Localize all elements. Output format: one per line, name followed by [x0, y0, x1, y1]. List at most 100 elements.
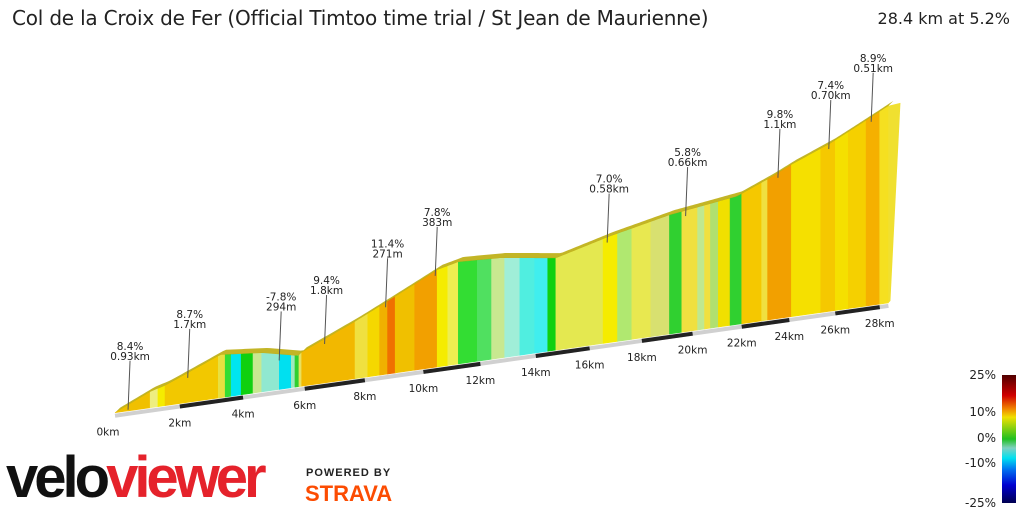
legend-label-10: 10% — [969, 405, 996, 419]
x-tick-label: 24km — [774, 331, 804, 343]
gradient-segment — [217, 354, 226, 399]
climb-annotations: 8.4%0.93km 8.7%1.7km -7.8%294m 9.4%1.8km 11.… — [110, 53, 893, 410]
x-tick-label: 8km — [353, 391, 376, 403]
x-tick-label: 20km — [678, 345, 708, 357]
gradient-segment — [710, 201, 719, 329]
gradient-segment — [354, 313, 369, 379]
gradient-segments — [114, 102, 901, 414]
annotation-leader-line — [127, 360, 131, 410]
gradient-segment — [504, 257, 521, 358]
gradient-segment — [519, 257, 535, 356]
annotation-leader-line — [324, 294, 328, 345]
x-tick-label: 14km — [521, 367, 551, 379]
gradient-segment — [458, 259, 478, 365]
profile-top-surface — [115, 100, 894, 413]
route-title: Col de la Croix de Fer (Official Timtoo … — [12, 6, 709, 30]
gradient-segment — [447, 261, 459, 366]
gradient-segment — [767, 164, 792, 321]
gradient-segment — [291, 354, 296, 389]
annotation-gradient: 9.4% — [313, 275, 340, 287]
annotation-leader-line — [685, 167, 689, 217]
annotation-length: 294m — [266, 301, 296, 313]
gradient-legend-bar — [1002, 375, 1016, 503]
gradient-segment — [476, 258, 492, 362]
baseline-km-band — [304, 378, 366, 391]
baseline-km-band — [741, 317, 790, 329]
annotation-gradient: 11.4% — [371, 238, 404, 250]
annotation-gradient: 9.8% — [767, 109, 794, 121]
gradient-segment — [387, 295, 396, 375]
gradient-segment — [650, 214, 670, 337]
x-tick-label: 0km — [97, 427, 120, 439]
gradient-segment — [631, 221, 652, 340]
profile-top-edge — [115, 100, 894, 413]
gradient-segment — [279, 353, 292, 390]
gradient-segment — [835, 131, 849, 311]
annotation-leader-line — [777, 128, 781, 178]
gradient-segment — [741, 182, 762, 325]
annotation-leader-line — [278, 311, 282, 361]
powered-by-label: POWERED BY — [306, 467, 392, 479]
strava-logo[interactable]: STRAVA — [305, 481, 393, 506]
gradient-segment — [149, 388, 159, 409]
annotation-length: 0.66km — [668, 157, 708, 169]
profile-end-face — [888, 102, 901, 303]
gradient-segment — [367, 305, 380, 378]
baseline-km-band — [179, 395, 244, 409]
annotation-length: 0.93km — [110, 351, 150, 363]
annotation-gradient: 5.8% — [674, 147, 701, 159]
annotation-leader-line — [606, 193, 610, 243]
annotation-length: 1.7km — [173, 319, 206, 331]
baseline-km-band — [835, 305, 881, 316]
gradient-segment — [414, 269, 438, 371]
annotation-length: 0.51km — [853, 63, 893, 75]
annotation-length: 0.70km — [811, 90, 851, 102]
gradient-segment — [294, 354, 300, 388]
gradient-segment — [261, 352, 280, 393]
annotation-gradient: 8.7% — [176, 309, 203, 321]
x-tick-label: 6km — [293, 400, 316, 412]
gradient-segment — [848, 119, 867, 309]
gradient-segment — [602, 233, 618, 344]
annotation-leader-line — [187, 328, 191, 378]
annotation-leader-line — [870, 72, 874, 122]
route-summary: 28.4 km at 5.2% — [877, 9, 1010, 28]
gradient-segment — [230, 353, 242, 397]
annotation-gradient: 7.4% — [817, 80, 844, 92]
gradient-segment — [761, 178, 768, 322]
annotation-length: 1.1km — [763, 119, 796, 131]
legend-label-25: 25% — [969, 368, 996, 382]
gradient-segment — [718, 197, 731, 328]
veloviewer-logo[interactable]: veloviewer — [6, 445, 267, 510]
gradient-segment — [879, 105, 889, 305]
annotation-length: 383m — [422, 217, 452, 229]
gradient-segment — [669, 211, 683, 335]
baseline-km-band — [641, 331, 693, 343]
legend-label-0: 0% — [976, 431, 996, 445]
legend-label-minus25: -25% — [964, 496, 996, 510]
x-tick-label: 22km — [727, 338, 757, 350]
baseline-km-band — [535, 346, 590, 358]
annotation-gradient: 8.9% — [860, 53, 887, 65]
legend-label-minus10: -10% — [964, 456, 996, 470]
gradient-segment — [379, 300, 388, 376]
gradient-segment — [865, 110, 881, 307]
gradient-segment — [729, 193, 743, 326]
x-tick-label: 12km — [466, 375, 496, 387]
gradient-segment — [704, 203, 711, 330]
gradient-segment — [820, 139, 836, 313]
gradient-segment — [394, 283, 416, 374]
gradient-segment — [224, 354, 232, 398]
annotation-gradient: 8.4% — [117, 341, 144, 353]
annotation-length: 0.58km — [589, 184, 629, 196]
gradient-segment — [491, 257, 505, 360]
annotation-leader-line — [385, 258, 389, 308]
x-tick-label: 16km — [575, 359, 605, 371]
annotation-leader-line — [434, 226, 438, 276]
x-tick-label: 26km — [820, 324, 850, 336]
x-tick-label: 28km — [865, 318, 895, 330]
distance-axis: 0km 2km 4km 6km 8km 10km 12km 14km 16km 18km 20km 2… — [97, 303, 895, 439]
x-tick-label: 10km — [409, 383, 439, 395]
x-tick-label: 18km — [627, 352, 657, 364]
x-tick-label: 4km — [232, 409, 255, 421]
